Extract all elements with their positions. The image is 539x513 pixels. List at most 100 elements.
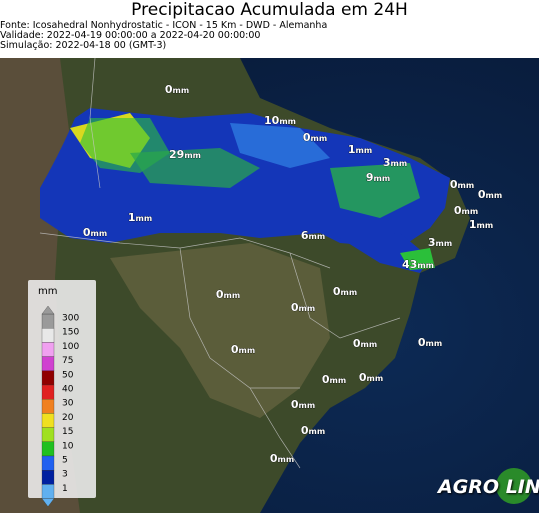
legend-tick-label: 75 (62, 356, 73, 366)
legend-tick-label: 150 (62, 328, 79, 338)
legend-swatch (41, 356, 55, 371)
precip-label: 10mm (264, 114, 296, 127)
precip-unit: mm (310, 134, 327, 143)
precip-unit: mm (184, 151, 201, 160)
precip-label: 3mm (383, 156, 407, 169)
precip-value: 0 (83, 226, 91, 239)
precip-value: 0 (359, 371, 367, 384)
legend-tick-label: 50 (62, 370, 74, 380)
precip-value: 0 (301, 424, 309, 437)
legend-tick-label: 15 (62, 427, 73, 437)
precip-value: 0 (450, 178, 458, 191)
legend-swatch (41, 441, 55, 457)
precip-unit: mm (329, 376, 346, 385)
simulation-line: Simulação: 2022-04-18 00 (GMT-3) (0, 40, 167, 51)
logo-text: AGRO LINK (438, 476, 539, 498)
logo: AGRO LINK (436, 468, 539, 504)
precip-label: 0mm (291, 301, 315, 314)
precip-unit: mm (425, 339, 442, 348)
precip-value: 1 (348, 143, 356, 156)
precip-label: 0mm (270, 452, 294, 465)
legend-swatch (41, 342, 55, 357)
precip-unit: mm (457, 181, 474, 190)
precip-unit: mm (298, 401, 315, 410)
precip-value: 0 (291, 301, 299, 314)
precip-value: 43 (402, 258, 417, 271)
precip-value: 3 (383, 156, 391, 169)
legend-swatch (41, 328, 55, 343)
precip-unit: mm (417, 261, 434, 270)
precip-label: 1mm (469, 218, 493, 231)
legend-swatch (41, 384, 55, 400)
rain-moderate (130, 148, 260, 188)
precip-unit: mm (340, 288, 357, 297)
legend-tick-label: 5 (62, 456, 68, 466)
legend-swatch (41, 413, 55, 428)
legend-swatch (41, 455, 55, 471)
precip-label: 43mm (402, 258, 434, 271)
precip-value: 0 (216, 288, 224, 301)
legend-tick-label: 10 (62, 441, 74, 451)
rain-light (230, 123, 330, 168)
precip-unit: mm (435, 239, 452, 248)
central-brazil (110, 243, 330, 418)
precip-value: 10 (264, 114, 280, 127)
legend-tick-label: 20 (62, 413, 74, 423)
precip-unit: mm (279, 117, 296, 126)
legend-swatch (41, 484, 55, 499)
precip-value: 0 (165, 83, 173, 96)
validity-line: Validade: 2022-04-19 00:00:00 a 2022-04-… (0, 30, 261, 41)
legend-arrow (41, 498, 55, 506)
precip-unit: mm (476, 221, 493, 230)
legend: mm 300 150 100 75 50 40 30 20 15 10 5 3 1 (28, 280, 96, 506)
precip-unit: mm (390, 159, 407, 168)
precip-value: 0 (303, 131, 311, 144)
precip-value: 9 (366, 171, 374, 184)
precip-unit: mm (373, 174, 390, 183)
precip-label: 0mm (83, 226, 107, 239)
rain-moderate (330, 163, 420, 218)
precip-unit: mm (485, 191, 502, 200)
precip-unit: mm (366, 374, 383, 383)
precip-unit: mm (90, 229, 107, 238)
legend-swatch (41, 399, 55, 414)
source-line: Fonte: Icosahedral Nonhydrostatic - ICON… (0, 20, 328, 31)
precip-value: 0 (322, 373, 330, 386)
legend-swatch (41, 427, 55, 442)
precip-value: 3 (428, 236, 436, 249)
precip-value: 0 (231, 343, 239, 356)
precip-label: 0mm (303, 131, 327, 144)
precip-value: 0 (333, 285, 341, 298)
precip-label: 0mm (478, 188, 502, 201)
legend-bar: 300 150 100 75 50 40 30 20 15 10 5 3 1 (41, 306, 79, 506)
title: Precipitacao Acumulada em 24H (131, 0, 408, 20)
precip-value: 29 (169, 148, 184, 161)
borders (39, 58, 401, 469)
legend-swatch (41, 370, 55, 386)
precip-value: 0 (418, 336, 426, 349)
legend-unit: mm (38, 286, 58, 297)
precip-label: 0mm (165, 83, 189, 96)
precip-label: 0mm (359, 371, 383, 384)
legend-tick-label: 3 (62, 470, 68, 480)
precip-value: 0 (353, 337, 361, 350)
precip-label: 6mm (301, 229, 325, 242)
precip-label: 3mm (428, 236, 452, 249)
precip-value: 6 (301, 229, 309, 242)
legend-tick-label: 100 (62, 342, 79, 352)
precip-label: 0mm (291, 398, 315, 411)
precip-value: 0 (478, 188, 486, 201)
legend-tick-label: 300 (62, 314, 79, 324)
precip-unit: mm (223, 291, 240, 300)
precip-unit: mm (461, 207, 478, 216)
precip-value: 1 (469, 218, 477, 231)
precip-unit: mm (360, 340, 377, 349)
precip-unit: mm (172, 86, 189, 95)
precip-unit: mm (308, 232, 325, 241)
legend-tick-label: 30 (62, 399, 74, 409)
legend-swatch (41, 313, 55, 329)
precip-label: 0mm (353, 337, 377, 350)
precip-label: 0mm (454, 204, 478, 217)
precip-label: 0mm (301, 424, 325, 437)
precip-value: 0 (454, 204, 462, 217)
